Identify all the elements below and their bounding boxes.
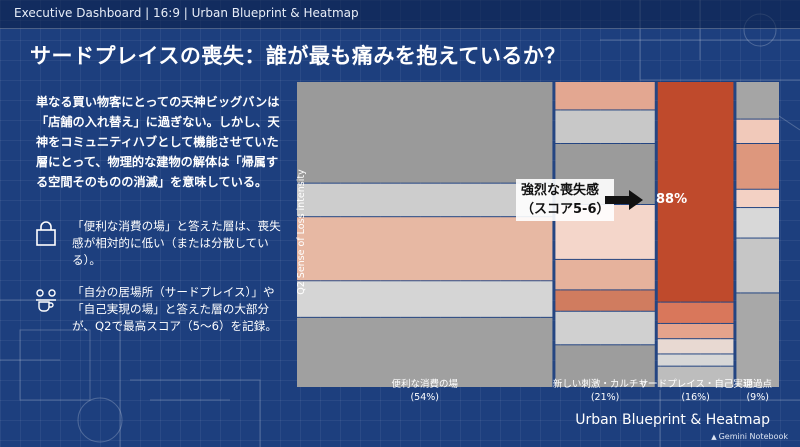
highlight-percentage: 88%: [656, 192, 688, 207]
mosaic-segment: [555, 290, 655, 311]
mosaic-chart: [297, 82, 779, 387]
x-tick-label: 通過点 (9%): [698, 378, 800, 404]
coffee-cup-people-icon: [36, 289, 56, 312]
mosaic-segment: [297, 217, 553, 281]
footer-title: Urban Blueprint & Heatmap: [575, 412, 770, 428]
x-tick-share: (16%): [681, 392, 710, 403]
mosaic-segment: [555, 110, 655, 143]
mosaic-segment: [736, 293, 779, 387]
page-title: サードプレイスの喪失：誰が最も痛みを抱えているか？: [30, 44, 566, 68]
intro-paragraph: 単なる買い物客にとっての天神ビッグバンは「店舗の入れ替え」に過ぎない。しかし、天…: [36, 95, 280, 189]
mosaic-segment: [736, 208, 779, 238]
mosaic-segment: [736, 189, 779, 208]
annotation-line: （スコア5-6）: [521, 202, 610, 217]
mosaic-segment: [736, 119, 779, 143]
mosaic-segment: [736, 238, 779, 293]
mosaic-chart-area: [297, 82, 779, 387]
annotation-arrow-icon: [605, 190, 643, 210]
x-tick-share: (9%): [746, 392, 769, 403]
mosaic-segment: [736, 144, 779, 189]
mosaic-segment: [657, 339, 734, 354]
annotation-box: [516, 179, 614, 221]
x-tick-share: (54%): [410, 392, 439, 403]
mosaic-segment: [657, 366, 734, 387]
y-axis-label: Q2 Sense of Loss intensity: [296, 169, 307, 295]
gemini-notebook-logo: ▲ Gemini Notebook: [711, 432, 788, 441]
mosaic-segment: [297, 82, 553, 183]
x-tick-label: 新しい刺激・カルチャー (21%): [545, 378, 665, 404]
mosaic-segment: [297, 281, 553, 317]
x-tick-name: 新しい刺激・カルチャー: [552, 379, 658, 390]
annotation-text: 強烈な喪失感 （スコア5-6）: [521, 181, 610, 219]
mosaic-segment: [657, 82, 734, 302]
logo-icon: ▲: [711, 433, 717, 441]
x-tick-share: (21%): [590, 392, 620, 403]
mosaic-segment: [736, 82, 779, 119]
x-tick-name: 便利な消費の場: [391, 379, 458, 390]
shopping-bag-icon: [36, 221, 56, 246]
x-tick-label: 便利な消費の場 (54%): [365, 378, 485, 404]
mosaic-segment: [555, 311, 655, 345]
mosaic-segment: [555, 345, 655, 387]
x-tick-label: サードプレイス・自己実現 (16%): [636, 378, 756, 404]
bullet-thirdplace: 「自分の居場所（サードプレイス）」や「自己実現の場」と答えた層の大部分が、Q2で…: [32, 284, 294, 340]
top-bar-text: Executive Dashboard | 16:9 | Urban Bluep…: [14, 6, 359, 20]
x-tick-name: サードプレイス・自己実現: [638, 379, 753, 390]
bullet-convenient: 「便利な消費の場」と答えた層は、喪失感が相対的に低い（または分散している）。: [32, 218, 294, 274]
mosaic-segment: [297, 183, 553, 217]
mosaic-segment: [555, 259, 655, 290]
bullet-text: 「自分の居場所（サードプレイス）」や「自己実現の場」と答えた層の大部分が、Q2で…: [72, 285, 277, 333]
mosaic-segment: [657, 323, 734, 339]
x-tick-name: 通過点: [743, 379, 772, 390]
annotation-line: 強烈な喪失感: [521, 183, 600, 198]
top-bar: Executive Dashboard | 16:9 | Urban Bluep…: [0, 0, 800, 29]
bullet-text: 「便利な消費の場」と答えた層は、喪失感が相対的に低い（または分散している）。: [72, 219, 281, 267]
mosaic-segment: [657, 354, 734, 366]
mosaic-segment: [297, 317, 553, 387]
mosaic-segment: [555, 82, 655, 110]
logo-text: Gemini Notebook: [718, 432, 788, 441]
mosaic-segment: [657, 302, 734, 323]
